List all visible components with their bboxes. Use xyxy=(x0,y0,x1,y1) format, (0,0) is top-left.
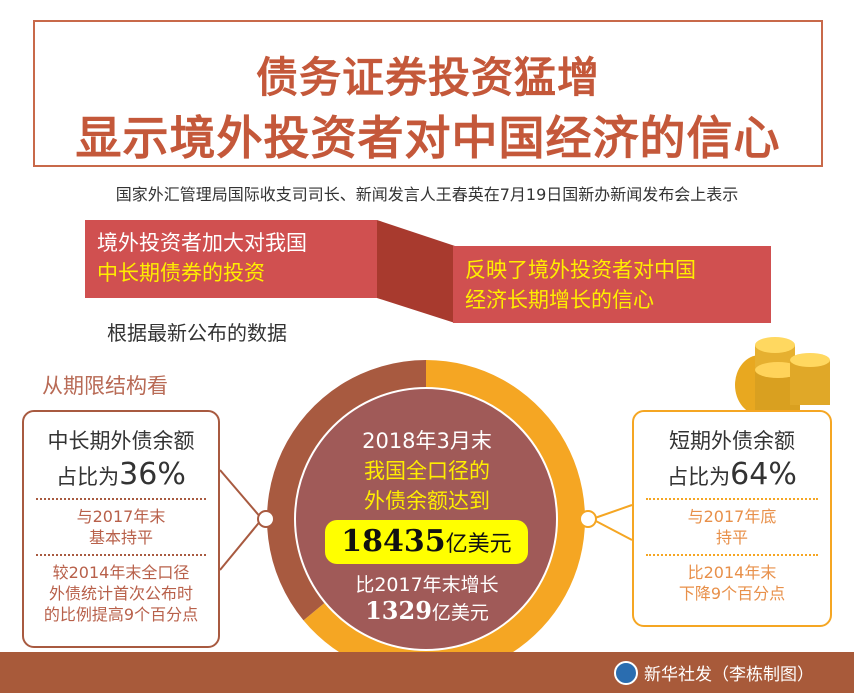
center-line1: 我国全口径的 xyxy=(364,459,490,483)
long-term-pct: 36% xyxy=(119,457,186,492)
connector-left-2 xyxy=(219,518,263,571)
banner-connector xyxy=(377,220,455,323)
long-term-note2a: 较2014年末全口径 xyxy=(52,563,190,582)
banner-left-line2: 中长期债券的投资 xyxy=(97,261,265,285)
short-term-head: 短期外债余额 xyxy=(669,429,795,453)
center-increase-label: 比2017年末增长 xyxy=(355,574,499,596)
basis-text: 根据最新公布的数据 xyxy=(107,321,287,345)
center-date: 2018年3月末 xyxy=(362,429,492,453)
banner-left: 境外投资者加大对我国 中长期债券的投资 xyxy=(85,220,377,298)
connector-dot-right xyxy=(579,510,597,528)
long-term-box: 中长期外债余额 占比为36% 与2017年末 基本持平 较2014年末全口径 外… xyxy=(22,410,220,648)
long-term-note2b: 外债统计首次公布时 xyxy=(48,584,193,603)
banner-right: 反映了境外投资者对中国 经济长期增长的信心 xyxy=(453,246,771,323)
coins-icon xyxy=(735,337,830,415)
banner-right-line2: 经济长期增长的信心 xyxy=(465,288,654,312)
long-term-note1a: 与2017年末 xyxy=(76,507,166,526)
banner-right-line1: 反映了境外投资者对中国 xyxy=(465,258,696,282)
long-term-note2c: 的比例提高9个百分点 xyxy=(43,605,199,624)
short-term-note2a: 比2014年末 xyxy=(687,563,777,582)
donut-segment-long-term xyxy=(267,360,426,621)
long-term-head2: 占比为 xyxy=(56,465,120,489)
title-box: 债务证券投资猛增 显示境外投资者对中国经济的信心 xyxy=(33,20,823,167)
center-increase: 1329亿美元 xyxy=(297,596,557,625)
short-term-note2b: 下降9个百分点 xyxy=(678,584,786,603)
credit: 新华社发（李栋制图） xyxy=(614,660,814,685)
title-line-1: 债务证券投资猛增 xyxy=(255,53,600,102)
long-term-head: 中长期外债余额 xyxy=(47,429,195,453)
connector-left xyxy=(219,469,263,520)
increase-unit: 亿美元 xyxy=(431,602,489,624)
title-line-2: 显示境外投资者对中国经济的信心 xyxy=(75,111,781,165)
footer-bar xyxy=(0,652,854,693)
connector-right xyxy=(591,504,633,520)
center-line2: 外债余额达到 xyxy=(364,489,490,513)
connector-right-2 xyxy=(591,518,633,541)
short-term-box: 短期外债余额 占比为64% 与2017年底 持平 比2014年末 下降9个百分点 xyxy=(632,410,832,627)
short-term-note1a: 与2017年底 xyxy=(687,507,777,526)
structure-label: 从期限结构看 xyxy=(42,374,168,398)
center-unit: 亿美元 xyxy=(445,532,512,557)
short-term-pct: 64% xyxy=(730,457,797,492)
amount-highlight: 18435亿美元 xyxy=(325,520,528,564)
long-term-note1b: 基本持平 xyxy=(88,528,153,547)
subtitle: 国家外汇管理局国际收支司司长、新闻发言人王春英在7月19日国新办新闻发布会上表示 xyxy=(115,185,739,204)
banner-left-line1: 境外投资者加大对我国 xyxy=(97,231,307,255)
short-term-head2: 占比为 xyxy=(667,465,731,489)
increase-amount: 1329 xyxy=(365,596,432,625)
short-term-note1b: 持平 xyxy=(715,528,748,547)
credit-text: 新华社发（李栋制图） xyxy=(644,665,814,685)
xinhua-logo-icon xyxy=(614,660,638,685)
connector-dot-left xyxy=(257,510,275,528)
donut-segment-short-term xyxy=(303,359,586,678)
donut-center-disc xyxy=(294,387,558,651)
center-amount: 18435 xyxy=(341,524,446,559)
